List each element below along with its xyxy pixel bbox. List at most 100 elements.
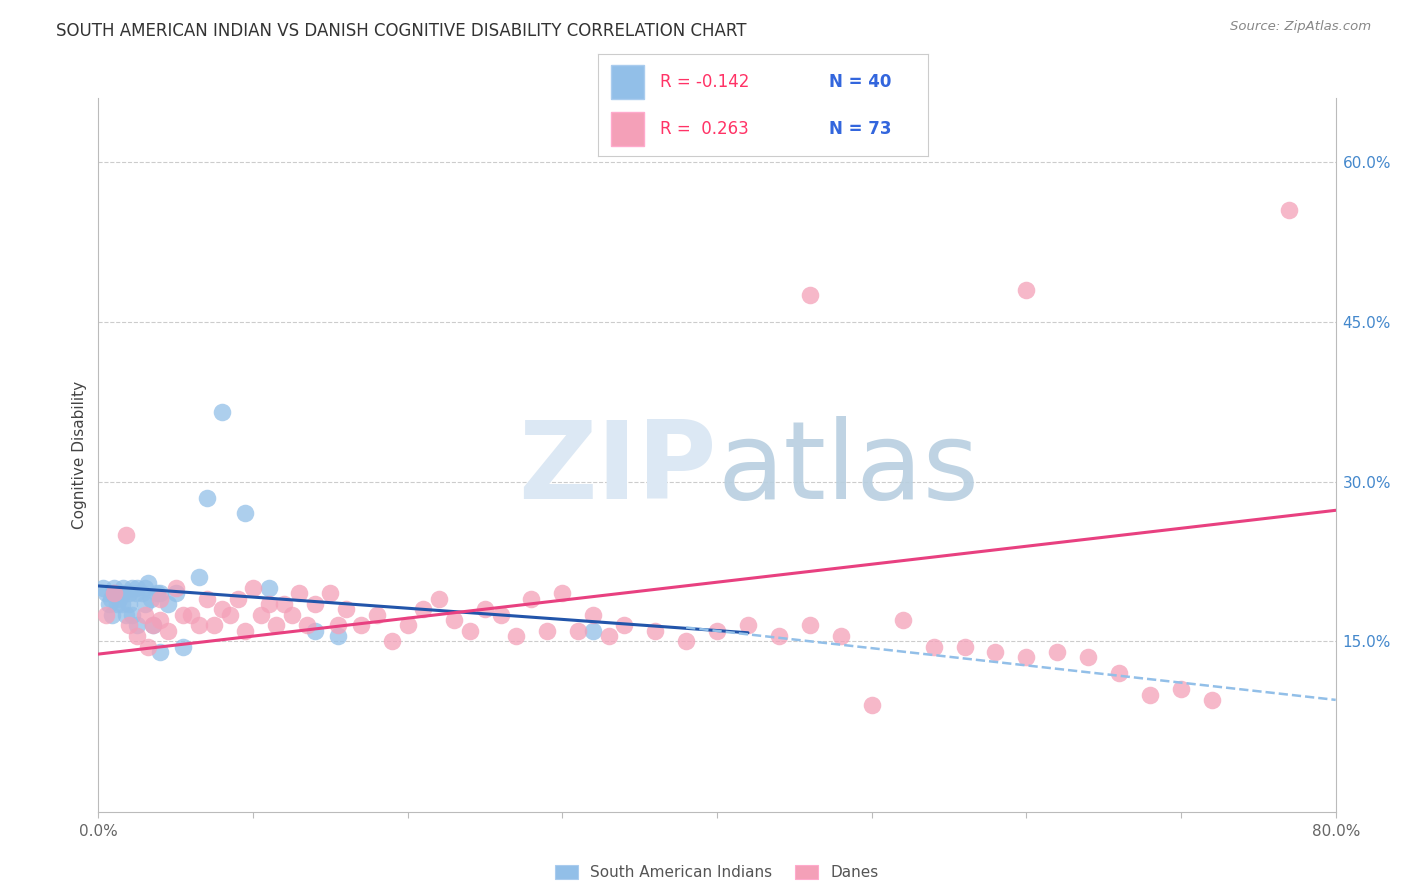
Legend: South American Indians, Danes: South American Indians, Danes — [550, 859, 884, 886]
Point — [381, 634, 404, 648]
Text: R =  0.263: R = 0.263 — [661, 120, 749, 138]
Point — [489, 607, 512, 622]
Point — [173, 640, 195, 654]
Point — [427, 591, 450, 606]
Point — [124, 586, 146, 600]
Point — [121, 581, 143, 595]
Point — [613, 618, 636, 632]
Point — [115, 607, 138, 622]
Point — [211, 405, 233, 419]
Point — [235, 507, 257, 521]
Point — [219, 607, 242, 622]
Point — [242, 581, 264, 595]
Point — [157, 624, 180, 638]
Point — [226, 591, 249, 606]
Point — [396, 618, 419, 632]
Point — [105, 597, 128, 611]
Point — [675, 634, 697, 648]
Point — [520, 591, 543, 606]
Point — [297, 618, 319, 632]
Point — [96, 586, 118, 600]
Point — [350, 618, 373, 632]
Point — [111, 586, 134, 600]
Point — [165, 586, 187, 600]
Point — [953, 640, 976, 654]
Point — [180, 607, 202, 622]
Point — [1077, 650, 1099, 665]
Point — [211, 602, 233, 616]
Point — [830, 629, 852, 643]
Point — [188, 618, 211, 632]
Point — [922, 640, 945, 654]
Point — [1015, 650, 1038, 665]
Point — [366, 607, 388, 622]
Point — [131, 586, 153, 600]
Point — [644, 624, 666, 638]
Point — [146, 586, 169, 600]
Point — [335, 602, 357, 616]
Point — [582, 607, 605, 622]
Point — [149, 645, 172, 659]
Point — [250, 607, 273, 622]
Point — [304, 597, 326, 611]
Point — [142, 618, 165, 632]
Point — [195, 591, 218, 606]
Point — [100, 591, 122, 606]
Point — [127, 581, 149, 595]
Point — [103, 586, 125, 600]
Point — [1015, 283, 1038, 297]
Text: atlas: atlas — [717, 417, 979, 522]
Point — [1278, 202, 1301, 217]
Point — [326, 618, 350, 632]
Point — [582, 624, 605, 638]
Point — [157, 597, 180, 611]
Point — [326, 629, 350, 643]
Point — [598, 629, 620, 643]
Point — [91, 581, 114, 595]
Point — [799, 288, 821, 302]
Point — [458, 624, 481, 638]
Point — [1139, 688, 1161, 702]
Text: R = -0.142: R = -0.142 — [661, 73, 749, 91]
Point — [860, 698, 883, 713]
Point — [304, 624, 326, 638]
Point — [103, 581, 125, 595]
Text: SOUTH AMERICAN INDIAN VS DANISH COGNITIVE DISABILITY CORRELATION CHART: SOUTH AMERICAN INDIAN VS DANISH COGNITIV… — [56, 22, 747, 40]
Point — [235, 624, 257, 638]
Point — [101, 607, 124, 622]
Point — [737, 618, 759, 632]
Point — [266, 618, 288, 632]
Point — [551, 586, 574, 600]
Point — [139, 591, 162, 606]
Point — [257, 597, 280, 611]
Point — [118, 597, 141, 611]
Point — [1046, 645, 1069, 659]
Point — [103, 586, 125, 600]
Point — [567, 624, 589, 638]
Point — [127, 618, 149, 632]
Point — [204, 618, 226, 632]
Text: Source: ZipAtlas.com: Source: ZipAtlas.com — [1230, 20, 1371, 33]
FancyBboxPatch shape — [610, 65, 644, 99]
Point — [505, 629, 527, 643]
Point — [149, 586, 172, 600]
Text: N = 40: N = 40 — [828, 73, 891, 91]
Point — [984, 645, 1007, 659]
Point — [195, 491, 218, 505]
Text: ZIP: ZIP — [519, 417, 717, 522]
Point — [127, 629, 149, 643]
Point — [112, 581, 135, 595]
Point — [799, 618, 821, 632]
Point — [115, 528, 138, 542]
Point — [1201, 693, 1223, 707]
Point — [149, 613, 172, 627]
Point — [1170, 682, 1192, 697]
Point — [768, 629, 790, 643]
Point — [474, 602, 496, 616]
Point — [281, 607, 304, 622]
Point — [443, 613, 465, 627]
FancyBboxPatch shape — [610, 112, 644, 145]
Point — [536, 624, 558, 638]
Point — [149, 591, 172, 606]
Point — [706, 624, 728, 638]
